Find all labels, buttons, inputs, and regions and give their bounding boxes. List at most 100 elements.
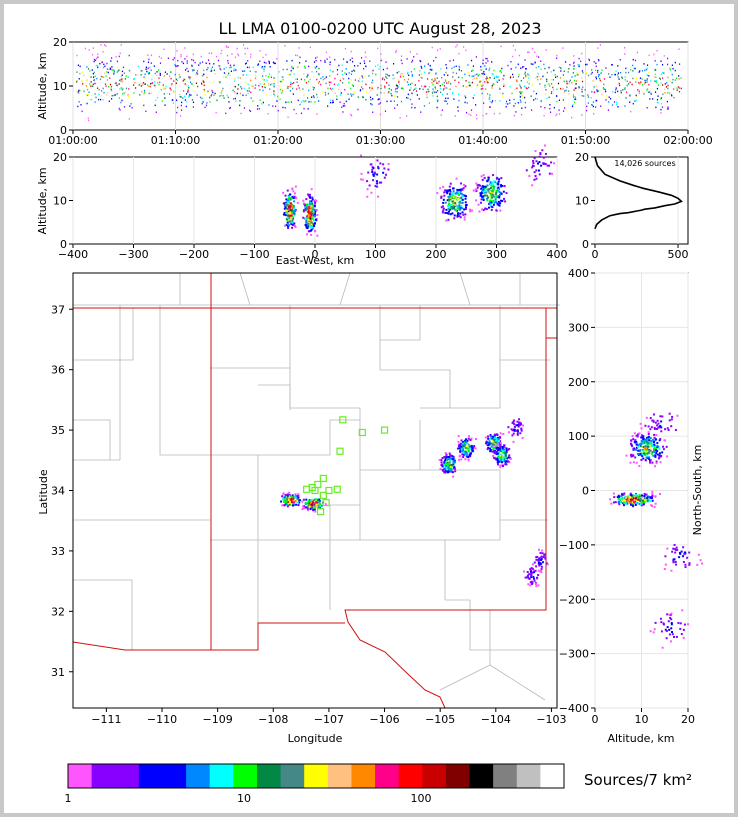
time-source-point — [210, 70, 212, 72]
plan-source-cluster — [467, 442, 470, 445]
time-source-point — [588, 59, 591, 62]
ns-source-cluster — [653, 449, 656, 452]
ew-source-cluster — [371, 170, 374, 173]
time-source-point — [670, 94, 673, 96]
ew-source-cluster — [307, 224, 310, 227]
ew-source-cluster — [483, 190, 486, 193]
plan-source-cluster — [444, 459, 447, 462]
time-source-point — [581, 80, 584, 83]
time-source-point — [114, 82, 116, 85]
time-source-point — [393, 100, 396, 103]
time-source-point — [517, 63, 519, 66]
time-source-point — [536, 98, 538, 100]
ew-source-cluster — [472, 189, 475, 192]
ew-source-cluster — [479, 194, 482, 197]
time-source-point — [131, 107, 133, 109]
time-source-point — [239, 100, 241, 102]
time-source-point — [324, 61, 326, 63]
plan-source-cluster — [314, 498, 317, 501]
time-source-point — [617, 82, 619, 85]
ew-source-cluster — [289, 202, 292, 205]
time-source-point — [491, 100, 494, 102]
ew-source-cluster — [462, 213, 465, 216]
plan-source-cluster — [448, 452, 451, 455]
time-source-point — [245, 81, 247, 84]
time-source-point — [372, 98, 374, 100]
time-source-point — [186, 100, 188, 103]
ew-source-cluster — [546, 164, 549, 167]
plan-source-cluster — [491, 450, 494, 453]
ew-source-cluster — [452, 199, 455, 202]
time-source-point — [250, 91, 252, 94]
ew-source-cluster — [310, 223, 313, 226]
ew-source-cluster — [457, 193, 460, 196]
ew-source-cluster — [482, 209, 485, 212]
ew-source-cluster — [485, 191, 488, 194]
ew-source-cluster — [496, 202, 499, 205]
time-source-point — [396, 104, 398, 106]
time-source-point — [632, 70, 634, 72]
plan-source-cluster — [463, 442, 466, 445]
plan-source-cluster — [501, 451, 504, 454]
time-source-point — [411, 61, 413, 63]
time-source-point — [214, 92, 216, 95]
time-source-point — [462, 85, 464, 87]
ew-source-cluster — [499, 199, 502, 202]
time-source-point — [185, 93, 188, 95]
time-source-point — [516, 80, 518, 82]
time-source-point — [680, 77, 682, 79]
time-source-point — [155, 99, 157, 102]
plan-source-cluster — [510, 428, 513, 431]
time-source-point — [133, 84, 135, 86]
time-source-point — [507, 103, 509, 105]
time-source-point — [229, 74, 231, 77]
ns-source-cluster — [653, 451, 656, 454]
ns-source-cluster — [653, 505, 656, 508]
time-source-point — [499, 112, 501, 115]
ew-source-cluster — [456, 214, 459, 217]
time-source-point — [370, 102, 372, 105]
ew-source-cluster — [452, 196, 455, 199]
time-source-point — [380, 91, 382, 94]
station-marker — [319, 491, 327, 499]
time-source-point — [322, 78, 325, 81]
time-source-point — [103, 91, 105, 94]
time-source-point — [395, 51, 397, 53]
time-source-point — [225, 73, 227, 75]
time-source-point — [201, 74, 204, 77]
time-source-point — [493, 77, 496, 79]
plan-source-cluster — [460, 458, 463, 461]
time-source-point — [400, 72, 402, 75]
time-source-point — [141, 90, 143, 93]
plan-source-cluster — [508, 447, 511, 450]
time-source-point — [672, 67, 674, 70]
time-source-point — [325, 82, 327, 85]
time-source-point — [140, 82, 142, 85]
time-source-point — [520, 79, 522, 82]
plan-source-cluster — [501, 449, 504, 452]
time-source-point — [608, 96, 610, 98]
time-source-point — [617, 106, 619, 108]
time-source-point — [191, 98, 194, 101]
time-source-point — [315, 57, 317, 59]
time-source-point — [593, 61, 595, 63]
plan-source-cluster — [474, 447, 477, 450]
ew-source-cluster — [455, 196, 458, 199]
time-source-point — [409, 89, 411, 92]
ew-tick-label: −200 — [179, 248, 209, 261]
ew-source-cluster — [311, 198, 314, 201]
time-source-point — [593, 86, 595, 88]
ns-source-cluster — [655, 449, 658, 452]
ns-source-cluster — [671, 550, 674, 553]
ew-source-cluster — [449, 213, 452, 216]
time-source-point — [179, 76, 181, 78]
plan-source-cluster — [497, 455, 500, 458]
plan-source-cluster — [317, 506, 320, 509]
ew-source-cluster — [451, 212, 454, 215]
ns-source-cluster — [634, 497, 637, 500]
plan-source-cluster — [532, 575, 535, 578]
time-source-point — [531, 109, 533, 111]
ew-source-cluster — [450, 205, 453, 208]
time-source-point — [597, 59, 600, 61]
time-source-point — [281, 91, 283, 94]
